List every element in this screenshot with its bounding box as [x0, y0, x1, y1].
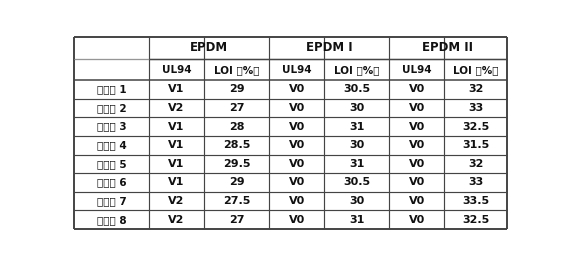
Text: 27: 27 [229, 103, 244, 113]
Text: V0: V0 [289, 196, 304, 206]
Text: V1: V1 [168, 84, 185, 94]
Text: 30.5: 30.5 [343, 178, 370, 188]
Text: V0: V0 [409, 103, 425, 113]
Text: V0: V0 [289, 178, 304, 188]
Text: V0: V0 [289, 84, 304, 94]
Text: 30: 30 [349, 140, 364, 150]
Text: 29: 29 [229, 178, 244, 188]
Text: 33: 33 [468, 178, 483, 188]
Text: 32: 32 [468, 84, 483, 94]
Text: V0: V0 [289, 140, 304, 150]
Text: 29.5: 29.5 [223, 159, 250, 169]
Text: 28.5: 28.5 [223, 140, 250, 150]
Text: EPDM: EPDM [190, 42, 228, 54]
Text: V0: V0 [289, 122, 304, 132]
Text: 33.5: 33.5 [462, 196, 489, 206]
Text: 31: 31 [349, 122, 365, 132]
Text: 31.5: 31.5 [462, 140, 489, 150]
Text: 30.5: 30.5 [343, 84, 370, 94]
Text: 实施例 5: 实施例 5 [97, 159, 126, 169]
Text: 30: 30 [349, 103, 364, 113]
Text: V0: V0 [289, 103, 304, 113]
Text: EPDM II: EPDM II [422, 42, 473, 54]
Text: 33: 33 [468, 103, 483, 113]
Text: LOI （%）: LOI （%） [334, 65, 379, 75]
Text: 实施例 6: 实施例 6 [97, 178, 126, 188]
Text: V0: V0 [289, 215, 304, 225]
Text: V2: V2 [168, 215, 185, 225]
Text: 实施例 3: 实施例 3 [97, 122, 126, 132]
Text: EPDM I: EPDM I [306, 42, 352, 54]
Text: V0: V0 [409, 84, 425, 94]
Text: V0: V0 [409, 159, 425, 169]
Text: UL94: UL94 [402, 65, 431, 75]
Text: V1: V1 [168, 140, 185, 150]
Text: V1: V1 [168, 178, 185, 188]
Text: 27.5: 27.5 [223, 196, 250, 206]
Text: 29: 29 [229, 84, 244, 94]
Text: LOI （%）: LOI （%） [214, 65, 259, 75]
Text: 实施例 1: 实施例 1 [97, 84, 126, 94]
Text: 27: 27 [229, 215, 244, 225]
Text: 32: 32 [468, 159, 483, 169]
Text: V0: V0 [409, 196, 425, 206]
Text: V0: V0 [409, 122, 425, 132]
Text: V2: V2 [168, 103, 185, 113]
Text: 实施例 4: 实施例 4 [97, 140, 126, 150]
Text: V0: V0 [409, 215, 425, 225]
Text: 31: 31 [349, 159, 365, 169]
Text: 32.5: 32.5 [462, 122, 489, 132]
Text: UL94: UL94 [162, 65, 191, 75]
Text: 实施例 7: 实施例 7 [97, 196, 126, 206]
Text: 实施例 8: 实施例 8 [97, 215, 126, 225]
Text: V0: V0 [409, 140, 425, 150]
Text: V2: V2 [168, 196, 185, 206]
Text: V0: V0 [289, 159, 304, 169]
Text: V1: V1 [168, 159, 185, 169]
Text: 28: 28 [229, 122, 244, 132]
Text: UL94: UL94 [282, 65, 311, 75]
Text: 32.5: 32.5 [462, 215, 489, 225]
Text: V0: V0 [409, 178, 425, 188]
Text: 31: 31 [349, 215, 365, 225]
Text: LOI （%）: LOI （%） [453, 65, 498, 75]
Text: 30: 30 [349, 196, 364, 206]
Text: V1: V1 [168, 122, 185, 132]
Text: 实施例 2: 实施例 2 [97, 103, 126, 113]
